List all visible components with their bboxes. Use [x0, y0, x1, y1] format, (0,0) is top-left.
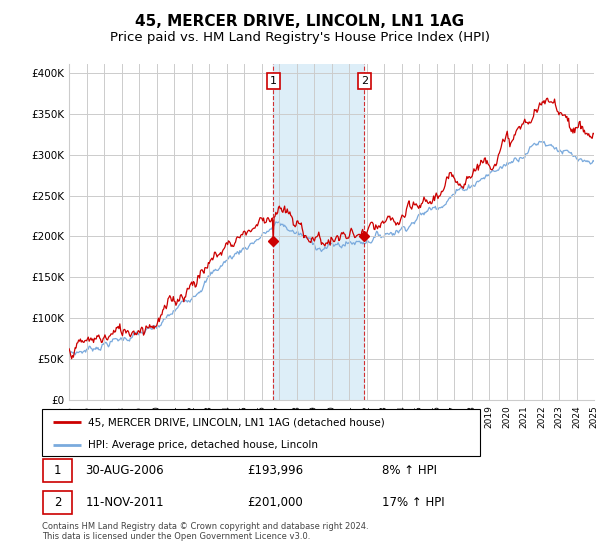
Text: 2: 2 — [53, 496, 61, 510]
Text: HPI: Average price, detached house, Lincoln: HPI: Average price, detached house, Linc… — [88, 440, 318, 450]
FancyBboxPatch shape — [43, 459, 72, 482]
Text: 2: 2 — [361, 76, 368, 86]
FancyBboxPatch shape — [43, 491, 72, 515]
Text: Contains HM Land Registry data © Crown copyright and database right 2024.
This d: Contains HM Land Registry data © Crown c… — [42, 522, 368, 542]
Text: 45, MERCER DRIVE, LINCOLN, LN1 1AG: 45, MERCER DRIVE, LINCOLN, LN1 1AG — [136, 14, 464, 29]
Text: Price paid vs. HM Land Registry's House Price Index (HPI): Price paid vs. HM Land Registry's House … — [110, 31, 490, 44]
Text: 30-AUG-2006: 30-AUG-2006 — [85, 464, 164, 477]
Text: 11-NOV-2011: 11-NOV-2011 — [85, 496, 164, 510]
Text: £193,996: £193,996 — [247, 464, 304, 477]
Bar — [273, 64, 364, 400]
Text: 8% ↑ HPI: 8% ↑ HPI — [382, 464, 437, 477]
Text: £201,000: £201,000 — [247, 496, 303, 510]
Text: 1: 1 — [270, 76, 277, 86]
Text: 1: 1 — [53, 464, 61, 477]
Text: 17% ↑ HPI: 17% ↑ HPI — [382, 496, 445, 510]
Text: 45, MERCER DRIVE, LINCOLN, LN1 1AG (detached house): 45, MERCER DRIVE, LINCOLN, LN1 1AG (deta… — [88, 417, 385, 427]
FancyBboxPatch shape — [42, 409, 480, 456]
